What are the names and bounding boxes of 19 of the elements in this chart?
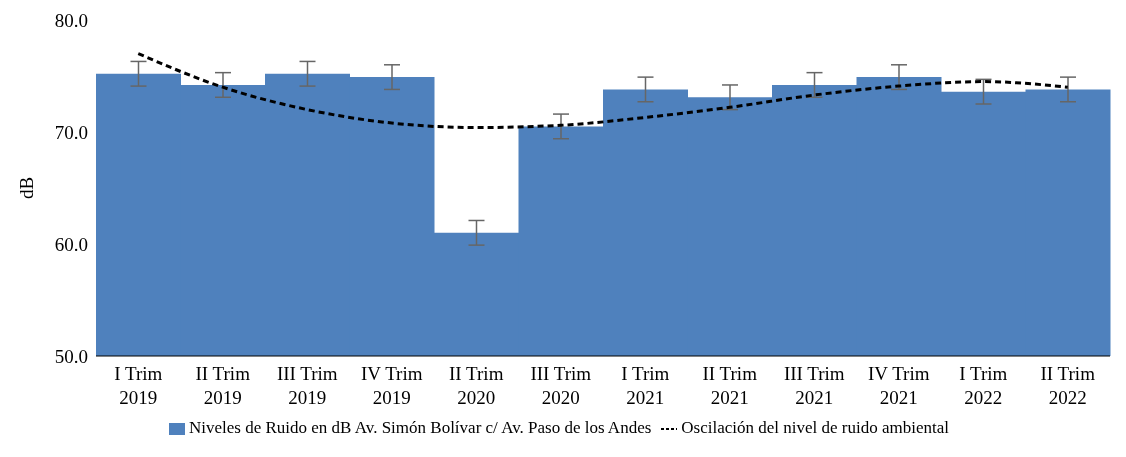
y-axis-title: dB [15,176,37,200]
legend-label: Oscilación del nivel de ruido ambiental [681,418,949,437]
x-tick-label: III Trim 2020 [530,363,592,408]
x-tick-label: I Trim 2022 [959,363,1008,408]
x-tick-label: II Trim 2021 [702,363,758,408]
x-tick-label: III Trim 2019 [276,363,338,408]
x-tick-label: I Trim 2019 [114,363,163,408]
y-tick-label: 50.0 [54,345,88,367]
x-tick-label: II Trim 2020 [449,363,504,408]
x-tick-label: II Trim 2019 [195,363,251,408]
legend-label: Niveles de Ruido en dB Av. Simón Bolívar c/ Av. Paso de los Andes [189,418,652,437]
x-tick-label: IV Trim 2021 [868,363,930,408]
x-tick-label: II Trim 2022 [1040,363,1096,408]
y-tick-label: 80.0 [54,9,88,31]
x-tick-label: IV Trim 2019 [361,363,423,408]
x-tick-label: I Trim 2021 [621,363,670,408]
x-tick-label: III Trim 2021 [783,363,845,408]
y-tick-label: 60.0 [54,233,88,255]
y-tick-label: 70.0 [54,121,88,143]
